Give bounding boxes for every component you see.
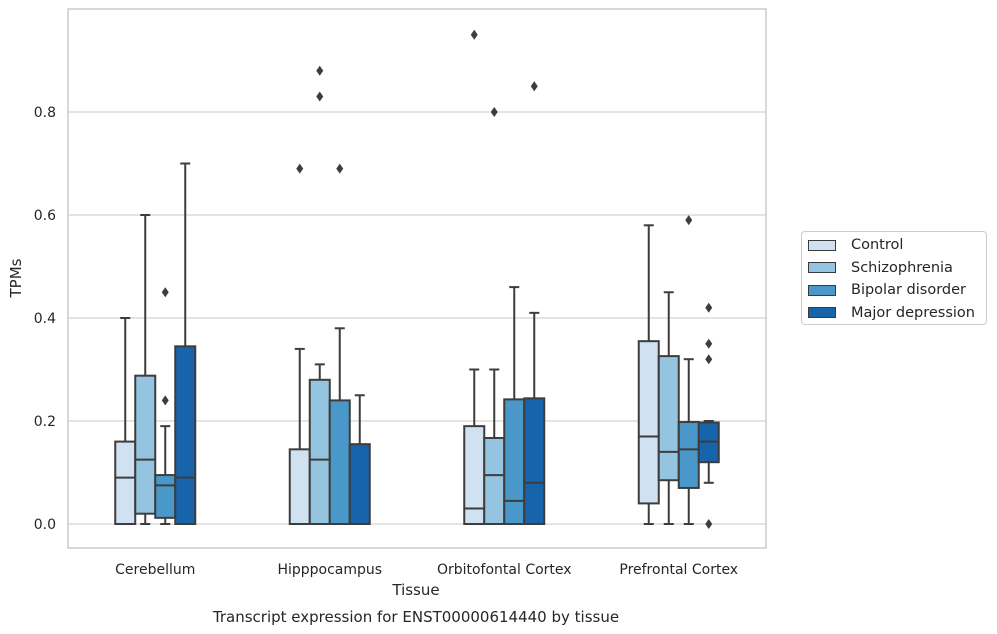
outlier-point [705,519,713,529]
box-schizophrenia-cerebellum [134,214,157,525]
box-iqr [523,397,546,525]
x-axis-label: Tissue [391,581,439,599]
outlier-point [685,215,693,226]
box-control-cerebellum [114,317,137,526]
y-tick-label: 0.8 [34,105,56,121]
outlier-point [490,107,498,117]
box-iqr [483,436,506,525]
box-bipolar-disorder-orbitofontal-cortex [503,286,526,525]
legend-swatch [808,284,836,296]
box-bipolar-disorder-prefrontal-cortex [677,215,700,525]
legend-swatch [808,262,836,273]
legend-item: Schizophrenia [808,257,953,279]
box-iqr [328,399,351,525]
box-plot-series [114,29,720,529]
outlier-point [296,163,304,174]
x-tick-label: Cerebellum [115,562,195,578]
box-iqr [154,474,177,519]
box-iqr [134,374,157,515]
outlier-point [470,29,478,40]
legend: Control Schizophrenia Bipolar disorder Majo… [801,231,987,325]
y-tick-label: 0.2 [34,414,56,430]
outlier-point [336,163,344,174]
box-bipolar-disorder-cerebellum [154,287,177,525]
box-iqr [308,378,331,525]
outlier-point [705,302,713,313]
outlier-point [161,395,169,406]
box-schizophrenia-hipppocampus [308,65,331,525]
legend-swatch [808,307,836,318]
box-major-depression-hipppocampus [348,394,371,525]
box-major-depression-cerebellum [174,162,197,526]
box-schizophrenia-prefrontal-cortex [657,291,680,525]
legend-item: Major depression [808,302,975,324]
legend-swatch [808,239,836,251]
y-tick-label: 0.0 [34,517,56,533]
box-iqr [114,440,137,526]
box-control-hipppocampus [288,163,311,526]
outlier-point [161,287,169,298]
y-tick-label: 0.4 [34,311,56,327]
legend-label: Schizophrenia [851,259,953,276]
outlier-point [316,65,324,76]
box-iqr [503,398,526,525]
box-control-orbitofontal-cortex [463,29,486,525]
legend-label: Control [851,237,904,253]
y-axis-ticks: 0.0 0.2 0.4 0.6 0.8 [34,105,56,533]
box-schizophrenia-orbitofontal-cortex [483,107,506,525]
x-tick-label: Orbitofontal Cortex [437,562,572,578]
legend-item: Bipolar disorder [808,279,966,301]
x-tick-label: Hipppocampus [277,562,382,578]
outlier-point [530,81,538,92]
outlier-point [705,354,713,365]
y-axis-label: TPMs [7,258,25,298]
box-bipolar-disorder-hipppocampus [328,163,351,525]
legend-item: Control [808,234,903,256]
box-major-depression-orbitofontal-cortex [523,81,546,525]
x-axis-ticks: Cerebellum Hipppocampus Orbitofontal Corte… [115,562,738,578]
box-iqr [657,355,680,482]
box-iqr [677,421,700,489]
box-control-prefrontal-cortex [637,224,660,525]
box-major-depression-prefrontal-cortex [697,302,720,529]
box-iqr [288,448,311,526]
outlier-point [316,91,324,102]
chart-caption: Transcript expression for ENST0000061444… [212,608,619,626]
legend-label: Bipolar disorder [851,282,966,298]
box-iqr [348,443,371,525]
box-iqr [637,340,660,505]
legend-label: Major depression [851,304,975,321]
box-iqr [174,345,197,526]
x-tick-label: Prefrontal Cortex [619,562,738,578]
y-tick-label: 0.6 [34,208,56,224]
outlier-point [705,338,713,349]
plot-frame [67,8,767,549]
